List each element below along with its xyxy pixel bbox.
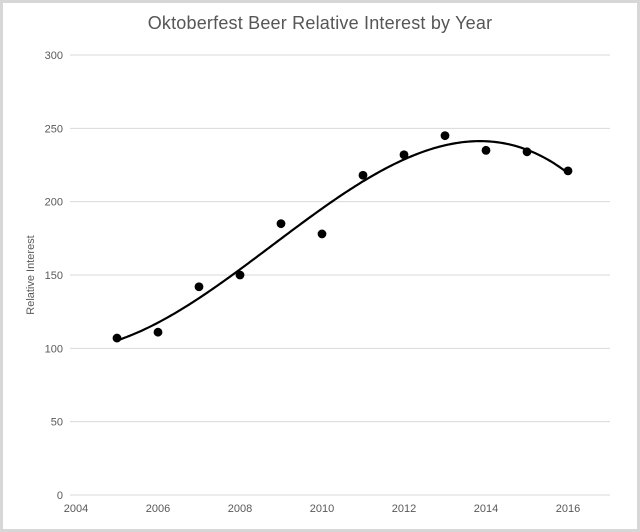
- data-point: [563, 166, 573, 176]
- x-tick-label: 2008: [228, 503, 252, 515]
- y-tick-label: 100: [45, 343, 63, 355]
- chart-title: Oktoberfest Beer Relative Interest by Ye…: [147, 13, 493, 33]
- data-point: [153, 327, 163, 337]
- data-point: [317, 229, 327, 239]
- data-point: [481, 145, 491, 155]
- x-tick-label: 2012: [392, 503, 416, 515]
- y-tick-label: 50: [51, 417, 63, 429]
- y-tick-label: 0: [57, 490, 63, 502]
- y-tick-label: 150: [45, 270, 63, 282]
- data-point: [112, 333, 122, 343]
- data-point: [235, 270, 245, 280]
- data-point: [276, 219, 286, 229]
- x-tick-label: 2014: [474, 503, 498, 515]
- x-tick-label: 2016: [556, 503, 580, 515]
- y-tick-label: 300: [45, 50, 63, 62]
- x-tick-label: 2010: [310, 503, 334, 515]
- x-tick-label: 2004: [64, 503, 88, 515]
- data-point: [399, 150, 409, 160]
- data-point: [194, 282, 204, 292]
- y-tick-label: 200: [45, 197, 63, 209]
- data-point: [440, 131, 450, 141]
- x-tick-label: 2006: [146, 503, 170, 515]
- plot-area: 0 50 100 150 200 250 300 2004 2006 2008 2010 2012 20…: [45, 50, 610, 515]
- trend-line: [115, 140, 570, 342]
- data-point: [522, 147, 532, 157]
- y-tick-label: 250: [45, 123, 63, 135]
- data-point: [358, 170, 368, 180]
